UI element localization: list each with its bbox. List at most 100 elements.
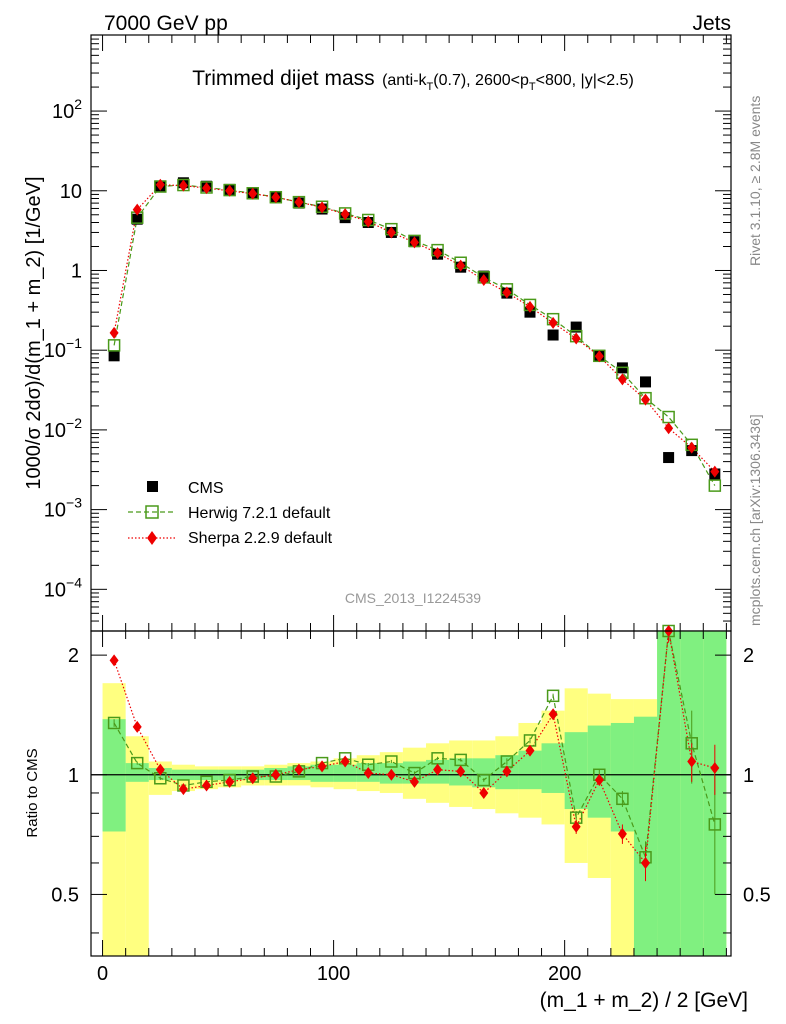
ratio-point-s1-7 (271, 768, 281, 781)
plot-title-sub-T2: T (529, 81, 536, 93)
main-point-s0-0 (108, 350, 120, 362)
ratio-point-s1-26 (710, 762, 720, 775)
main-point-s2-12 (386, 226, 396, 239)
ratio-plot-marks (91, 624, 731, 956)
ratio-stat-band-23 (633, 716, 658, 956)
ratio-xtick-label-1: 100 (317, 963, 350, 985)
legend-sherpa-label: Sherpa 2.2.9 default (188, 530, 333, 547)
main-point-s2-2 (155, 178, 165, 191)
ratio-ytick-label-left-1: 1 (68, 765, 79, 787)
legend-cms-marker (147, 481, 158, 492)
ratio-stat-band-1 (125, 763, 149, 782)
main-point-s2-11 (363, 215, 373, 228)
ratio-point-s1-13 (409, 775, 419, 788)
main-point-s2-0 (109, 326, 119, 339)
ratio-stat-band-18 (518, 750, 542, 790)
ratio-point-s1-20 (571, 820, 581, 833)
ratio-point-s0-12 (385, 755, 398, 768)
legend-herwig-label: Herwig 7.2.1 default (188, 505, 331, 522)
main-point-s2-3 (178, 179, 188, 192)
ratio-ytick-label-right-2: 2 (743, 645, 754, 667)
ratio-stat-band-10 (333, 764, 357, 782)
ratio-point-s0-0 (107, 716, 121, 730)
main-y-axis-label: 1000/σ 2dσ)/d(m_1 + m_2) [1/GeV] (23, 176, 45, 489)
ratio-point-s1-11 (363, 767, 373, 780)
ratio-stat-band-22 (610, 722, 634, 832)
legend-sherpa-marker (147, 531, 157, 545)
ratio-point-s0-19 (546, 689, 560, 703)
main-point-s2-25 (687, 441, 697, 454)
ratio-point-s1-3 (178, 783, 188, 796)
main-point-s0-1 (131, 213, 143, 225)
ratio-axes: 0 100 200 0.5 0.5 1 1 2 2 (51, 631, 771, 985)
ratio-point-s1-8 (294, 763, 304, 776)
main-ytick-exp-3: −1 (66, 335, 82, 351)
plot-title: Trimmed dijet mass (anti-kT(0.7), 2600<p… (192, 67, 634, 93)
ratio-ytick-label-right-1: 1 (743, 765, 754, 787)
main-ytick-label-1: 10−3 (44, 495, 82, 522)
main-point-s2-21 (594, 350, 604, 363)
ratio-ytick-label-left-0: 0.5 (51, 884, 79, 906)
main-point-s2-20 (571, 332, 581, 345)
ratio-point-s1-6 (248, 772, 258, 785)
ratio-point-s1-17 (502, 765, 512, 778)
main-point-s2-16 (479, 273, 489, 286)
legend-herwig-marker (145, 505, 159, 519)
ratio-point-s1-15 (456, 765, 466, 778)
ratio-point-s1-25 (687, 755, 697, 768)
main-ytick-base-1: 10 (44, 500, 66, 522)
legend-cms-label: CMS (188, 480, 224, 497)
main-ytick-exp-0: −4 (66, 574, 82, 590)
ratio-point-s0-1 (130, 756, 144, 770)
main-point-s2-26 (710, 465, 720, 478)
plot-title-sub-2: (0.7), 2600<p (433, 72, 529, 89)
main-ytick-label-3: 10−1 (44, 335, 82, 362)
ratio-point-s1-16 (479, 786, 489, 799)
main-ytick-base-2: 10 (44, 420, 66, 442)
main-point-s2-1 (132, 203, 142, 216)
main-point-s0-20 (570, 321, 582, 333)
main-ytick-label-2: 10−2 (44, 415, 82, 442)
ratio-x-axis-label: (m_1 + m_2) / 2 [GeV] (540, 989, 748, 1012)
rivet-version-label: Rivet 3.1.10, ≥ 2.8M events (747, 96, 763, 266)
mcplots-label: mcplots.cern.ch [arXiv:1306.3436] (747, 414, 763, 626)
main-point-s2-15 (456, 259, 466, 272)
main-ytick-label-5: 10 (60, 181, 82, 203)
legend: CMS Herwig 7.2.1 default Sherpa 2.2.9 de… (128, 480, 333, 547)
main-ytick-label-4: 1 (71, 260, 82, 282)
main-point-s2-22 (617, 373, 627, 386)
main-point-s2-6 (248, 187, 258, 200)
ratio-stat-band-20 (564, 732, 588, 810)
main-point-s2-17 (502, 286, 512, 299)
main-point-s0-23 (640, 376, 652, 388)
ratio-plot-frame (90, 630, 732, 957)
main-series-line-1 (113, 184, 716, 486)
main-point-s2-10 (340, 208, 350, 221)
main-ytick-base-0: 10 (44, 579, 66, 601)
header-energy-label: 7000 GeV pp (104, 12, 228, 35)
analysis-watermark: CMS_2013_I1224539 (345, 590, 481, 606)
ratio-y-axis-label: Ratio to CMS (24, 748, 41, 837)
plot-title-sub-1: (anti-k (382, 72, 427, 89)
plot-title-sub-3: <800, |y|<2.5) (536, 72, 634, 89)
ratio-point-s1-18 (525, 744, 535, 757)
header-jets-label: Jets (692, 12, 731, 35)
main-point-s0-19 (547, 329, 559, 341)
main-point-s2-19 (548, 316, 558, 329)
main-point-s2-8 (294, 196, 304, 209)
ratio-stat-band-19 (541, 743, 565, 793)
main-point-s2-5 (225, 184, 235, 197)
main-point-s2-7 (271, 191, 281, 204)
main-ytick-exp-1: −3 (66, 495, 82, 511)
main-ytick-base-3: 10 (44, 340, 66, 362)
ratio-point-s1-9 (317, 760, 327, 773)
ratio-stat-band-25 (680, 631, 704, 956)
ratio-point-s0-26 (708, 818, 722, 831)
main-point-s2-18 (525, 300, 535, 313)
main-point-s1-0 (107, 339, 121, 352)
main-point-s2-4 (202, 182, 212, 195)
ratio-ytick-label-right-0: 0.5 (743, 884, 771, 906)
main-ytick-label-6: 102 (52, 96, 82, 123)
